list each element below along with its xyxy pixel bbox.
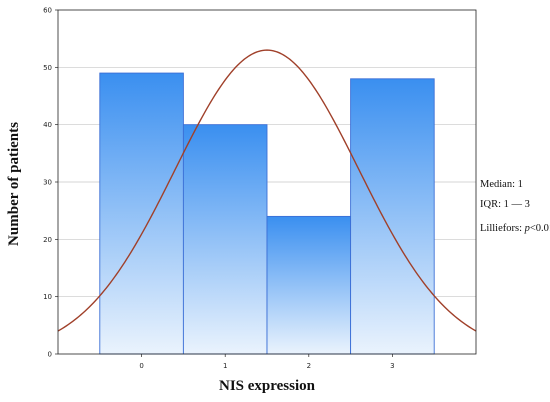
y-tick-label: 50 bbox=[43, 64, 52, 72]
lilliefors-prefix: Lilliefors: bbox=[480, 223, 525, 234]
bar-0 bbox=[99, 72, 184, 355]
x-tick-label: 3 bbox=[390, 362, 394, 370]
normal-curve-layer bbox=[57, 49, 477, 332]
ticks bbox=[55, 9, 393, 357]
bar-2 bbox=[266, 215, 352, 355]
y-tick-label: 10 bbox=[43, 293, 52, 301]
lilliefors-p: p bbox=[524, 223, 530, 234]
x-axis-title: NIS expression bbox=[219, 378, 316, 394]
x-tick-label: 0 bbox=[139, 362, 143, 370]
y-tick-labels: 0 10 20 30 40 50 60 bbox=[43, 7, 52, 359]
y-tick-label: 40 bbox=[43, 121, 52, 129]
y-tick-label: 0 bbox=[48, 351, 52, 359]
x-tick-label: 1 bbox=[223, 362, 227, 370]
normal-curve bbox=[57, 49, 477, 332]
bar-3 bbox=[350, 78, 435, 355]
iqr-annotation: IQR: 1 — 3 bbox=[480, 199, 530, 210]
y-tick-label: 30 bbox=[43, 179, 52, 187]
median-annotation: Median: 1 bbox=[480, 179, 523, 190]
bars bbox=[99, 72, 435, 355]
y-axis-title: Number of patients bbox=[6, 122, 22, 246]
x-tick-label: 2 bbox=[307, 362, 311, 370]
bar-1 bbox=[182, 124, 268, 355]
y-tick-label: 20 bbox=[43, 236, 52, 244]
x-tick-labels: 0 1 2 3 bbox=[139, 362, 394, 370]
lilliefors-annotation: Lilliefors: p<0.01 bbox=[480, 223, 550, 234]
y-tick-label: 60 bbox=[43, 7, 52, 15]
lilliefors-value: <0.01 bbox=[530, 223, 550, 234]
